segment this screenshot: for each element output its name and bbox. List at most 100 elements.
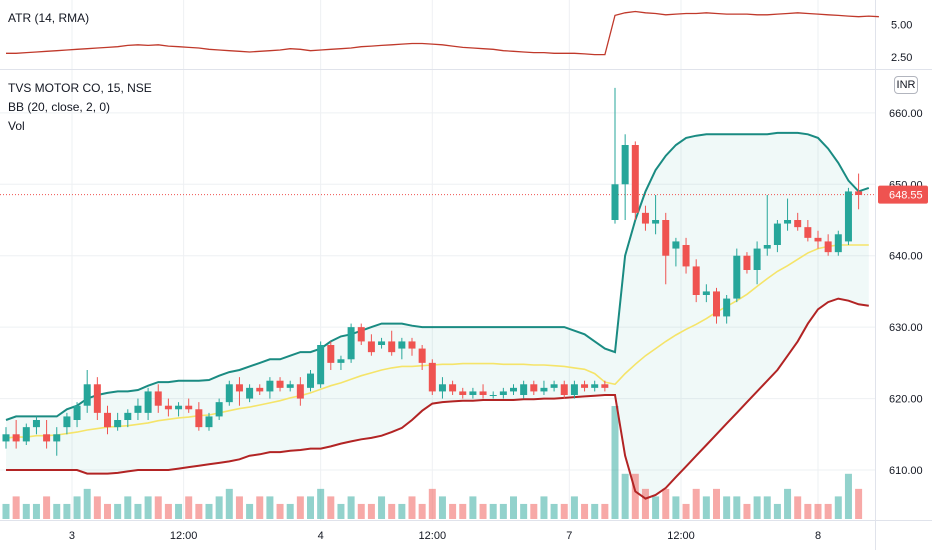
volume-bar: [104, 503, 111, 519]
candle-body: [32, 420, 40, 428]
vol-legend[interactable]: Vol: [8, 119, 25, 133]
price-tick-label: 660.00: [889, 108, 923, 120]
candle-body: [63, 416, 71, 428]
candle-body: [317, 345, 325, 385]
volume-bar: [83, 488, 91, 519]
time-tick-label: 4: [318, 530, 324, 542]
candle-body: [844, 191, 852, 242]
volume-bar: [672, 496, 680, 519]
candle-body: [733, 255, 741, 299]
candle-body: [195, 409, 203, 428]
volume-bar: [682, 503, 690, 519]
candle-body: [154, 391, 162, 406]
volume-bar: [652, 496, 660, 519]
volume-bar: [428, 488, 436, 519]
candle-body: [824, 241, 832, 253]
candle-body: [570, 384, 578, 395]
volume-bar: [479, 503, 487, 519]
atr-tick-label: 5.00: [891, 20, 912, 32]
volume-bar: [235, 496, 243, 519]
candle-body: [743, 255, 751, 270]
candle-body: [286, 384, 294, 388]
time-tick-label: 12:00: [419, 530, 447, 542]
currency-badge[interactable]: INR: [894, 76, 918, 94]
candle-body: [114, 420, 122, 428]
candle-body: [266, 380, 274, 392]
bb-legend[interactable]: BB (20, close, 2, 0): [8, 100, 111, 114]
candle-body: [510, 387, 517, 392]
candle-body: [307, 373, 314, 388]
volume-bar: [256, 496, 264, 519]
price-tick-label: 610.00: [889, 465, 923, 477]
candle-body: [93, 384, 101, 413]
volume-bar: [246, 503, 254, 519]
candle-body: [459, 391, 467, 395]
volume-bar: [662, 488, 670, 519]
candle-body: [398, 341, 406, 349]
candle-body: [367, 341, 375, 353]
volume-bar: [773, 503, 781, 519]
candle-body: [438, 384, 446, 392]
candle-body: [124, 412, 132, 420]
bb-fill: [6, 132, 869, 499]
volume-bar: [195, 503, 203, 519]
volume-bar: [53, 503, 61, 519]
candle-body: [175, 405, 183, 410]
time-tick-label: 7: [566, 530, 572, 542]
volume-bar: [489, 503, 497, 519]
volume-bar: [93, 496, 101, 519]
volume-bar: [743, 503, 751, 519]
volume-bar: [266, 496, 274, 519]
candle-body: [702, 291, 710, 295]
volume-bar: [834, 496, 842, 519]
volume-bar: [418, 503, 426, 519]
volume-bar: [438, 496, 446, 519]
candle-body: [164, 405, 172, 410]
volume-bar: [32, 503, 40, 519]
candle-body: [235, 384, 243, 392]
candle-body: [672, 241, 680, 249]
candle-body: [185, 405, 193, 410]
atr-line: [6, 10, 879, 56]
candle-body: [144, 391, 152, 413]
candle-body: [408, 341, 416, 349]
volume-bar: [581, 503, 589, 519]
volume-bar: [347, 496, 355, 519]
candle-body: [12, 434, 20, 442]
volume-bar: [398, 503, 406, 519]
volume-bar: [702, 496, 710, 519]
candle-body: [428, 362, 436, 392]
volume-bar: [225, 488, 233, 519]
symbol-legend[interactable]: TVS MOTOR CO, 15, NSE: [8, 81, 152, 95]
candle-body: [296, 384, 304, 399]
candle-body: [814, 237, 822, 242]
volume-bar: [134, 503, 142, 519]
volume-bar: [814, 503, 822, 519]
candle-body: [621, 145, 629, 185]
volume-bar: [144, 496, 152, 519]
volume-bar: [804, 503, 812, 519]
volume-bar: [723, 496, 731, 519]
volume-bar: [22, 503, 30, 519]
last-price-label: 648.55: [889, 190, 923, 202]
atr-legend[interactable]: ATR (14, RMA): [8, 11, 90, 25]
candle-body: [794, 220, 802, 228]
time-tick-label: 12:00: [667, 530, 695, 542]
volume-bar: [43, 496, 51, 519]
volume-bar: [63, 503, 71, 519]
volume-bar: [327, 496, 335, 519]
candle-body: [834, 234, 842, 253]
volume-bar: [185, 496, 193, 519]
volume-bar: [560, 503, 568, 519]
candle-body: [347, 327, 355, 360]
time-tick-label: 3: [69, 530, 75, 542]
candle-body: [479, 391, 487, 395]
candle-body: [205, 416, 213, 428]
candle-body: [713, 291, 720, 317]
candle-body: [418, 348, 426, 363]
candle-body: [499, 391, 507, 395]
candle-body: [276, 380, 284, 388]
volume-bar: [641, 488, 649, 519]
